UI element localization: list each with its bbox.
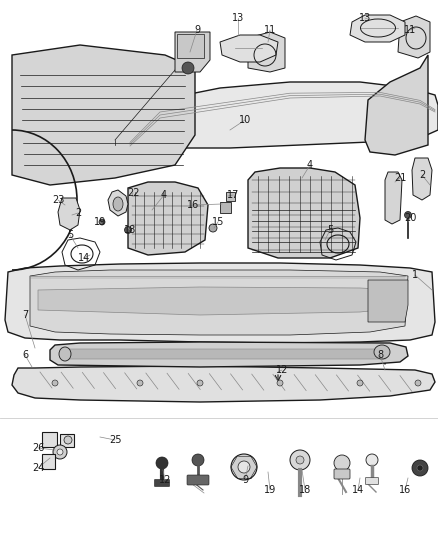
Circle shape [238, 461, 250, 473]
Polygon shape [385, 172, 402, 224]
Circle shape [412, 460, 428, 476]
Circle shape [124, 227, 131, 233]
FancyBboxPatch shape [60, 433, 74, 447]
Polygon shape [128, 182, 208, 255]
Circle shape [197, 380, 203, 386]
Polygon shape [248, 168, 360, 258]
FancyBboxPatch shape [334, 469, 350, 479]
Text: 2: 2 [419, 170, 425, 180]
Circle shape [156, 457, 168, 469]
Text: 17: 17 [227, 190, 239, 200]
Polygon shape [175, 32, 210, 72]
Circle shape [405, 212, 411, 219]
FancyBboxPatch shape [64, 349, 386, 359]
Circle shape [99, 219, 105, 225]
Text: 14: 14 [78, 253, 90, 263]
Circle shape [357, 380, 363, 386]
FancyBboxPatch shape [226, 191, 234, 200]
Circle shape [53, 445, 67, 459]
Ellipse shape [59, 347, 71, 361]
Text: 5: 5 [67, 230, 73, 240]
Text: 19: 19 [94, 217, 106, 227]
FancyBboxPatch shape [219, 201, 230, 213]
Text: 2: 2 [75, 208, 81, 218]
Text: 9: 9 [242, 475, 248, 485]
FancyBboxPatch shape [187, 475, 209, 485]
Polygon shape [368, 280, 408, 322]
Text: 16: 16 [187, 200, 199, 210]
Text: 7: 7 [22, 310, 28, 320]
Text: 4: 4 [307, 160, 313, 170]
Text: 1: 1 [412, 270, 418, 280]
Text: 5: 5 [327, 225, 333, 235]
Polygon shape [248, 32, 285, 72]
Text: 11: 11 [264, 25, 276, 35]
FancyBboxPatch shape [365, 478, 378, 484]
Polygon shape [350, 15, 405, 42]
Polygon shape [12, 366, 435, 402]
FancyBboxPatch shape [42, 454, 54, 469]
Circle shape [296, 456, 304, 464]
Polygon shape [50, 342, 408, 367]
Circle shape [57, 449, 63, 455]
Text: 15: 15 [212, 217, 224, 227]
Text: 14: 14 [352, 485, 364, 495]
Text: 13: 13 [359, 13, 371, 23]
Polygon shape [58, 198, 80, 230]
Polygon shape [30, 270, 408, 335]
Circle shape [277, 380, 283, 386]
Text: 13: 13 [232, 13, 244, 23]
Circle shape [137, 380, 143, 386]
Text: 10: 10 [239, 115, 251, 125]
Text: 26: 26 [32, 443, 44, 453]
Polygon shape [398, 16, 430, 58]
FancyBboxPatch shape [155, 480, 170, 487]
Text: 19: 19 [264, 485, 276, 495]
Circle shape [192, 454, 204, 466]
Circle shape [334, 455, 350, 471]
Text: 11: 11 [404, 25, 416, 35]
Polygon shape [12, 45, 195, 185]
Text: 12: 12 [276, 365, 288, 375]
Text: 8: 8 [377, 350, 383, 360]
Circle shape [52, 380, 58, 386]
Circle shape [417, 465, 423, 471]
Text: 23: 23 [52, 195, 64, 205]
Polygon shape [38, 287, 398, 315]
Text: 22: 22 [127, 188, 139, 198]
Text: 25: 25 [109, 435, 121, 445]
Circle shape [231, 454, 257, 480]
Polygon shape [412, 158, 432, 200]
Ellipse shape [113, 197, 123, 211]
Circle shape [366, 454, 378, 466]
Text: 18: 18 [124, 225, 136, 235]
FancyBboxPatch shape [177, 34, 204, 58]
Text: 20: 20 [404, 213, 416, 223]
Polygon shape [365, 55, 428, 155]
Text: 18: 18 [299, 485, 311, 495]
Circle shape [290, 450, 310, 470]
Text: 9: 9 [194, 25, 200, 35]
Text: 16: 16 [399, 485, 411, 495]
Circle shape [209, 224, 217, 232]
FancyBboxPatch shape [42, 432, 57, 447]
Polygon shape [108, 190, 128, 216]
Circle shape [64, 436, 72, 444]
Text: 4: 4 [161, 190, 167, 200]
Circle shape [415, 380, 421, 386]
Polygon shape [220, 35, 278, 62]
Polygon shape [5, 263, 435, 343]
Text: 21: 21 [394, 173, 406, 183]
Text: 24: 24 [32, 463, 44, 473]
Text: 12: 12 [159, 475, 171, 485]
Ellipse shape [374, 345, 390, 359]
Text: 6: 6 [22, 350, 28, 360]
Polygon shape [115, 82, 438, 148]
Circle shape [182, 62, 194, 74]
